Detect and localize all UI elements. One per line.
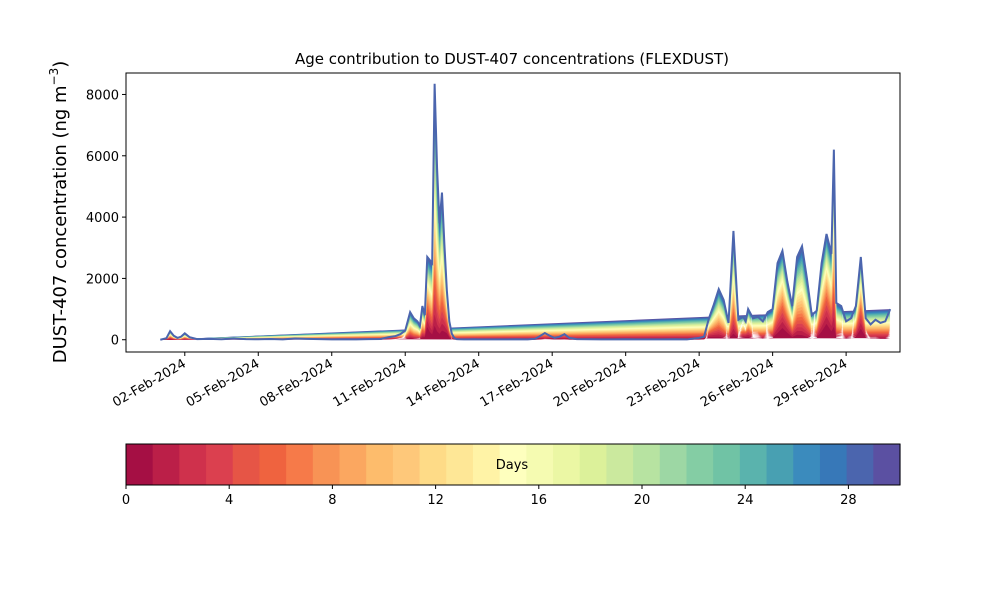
x-tick-label: 11-Feb-2024 [331, 356, 410, 410]
colorbar-segment [312, 444, 341, 485]
colorbar-tick-label: 12 [427, 493, 444, 508]
colorbar-segment [499, 444, 527, 485]
colorbar-segment [713, 444, 741, 485]
colorbar-tick-label: 4 [225, 493, 233, 508]
colorbar-segment [606, 444, 634, 485]
x-tick-label: 02-Feb-2024 [110, 356, 189, 410]
colorbar-segment [152, 444, 180, 485]
colorbar-segment [232, 444, 261, 485]
colorbar-segment [339, 444, 367, 485]
x-tick-label: 23-Feb-2024 [625, 356, 704, 410]
colorbar-segment [739, 444, 768, 485]
colorbar-segment [846, 444, 874, 485]
colorbar-segment [553, 444, 581, 485]
total-concentration-line [160, 83, 892, 341]
colorbar-segment [793, 444, 821, 485]
x-axis: 02-Feb-202405-Feb-202408-Feb-202411-Feb-… [110, 352, 850, 410]
colorbar-segment [259, 444, 287, 485]
colorbar-segment [873, 444, 901, 485]
colorbar-segment [126, 444, 154, 485]
colorbar-tick-label: 24 [737, 493, 754, 508]
y-tick-label: 0 [111, 334, 119, 349]
colorbar-tick-label: 0 [122, 493, 130, 508]
colorbar-segment [419, 444, 447, 485]
colorbar-segment [392, 444, 421, 485]
y-tick-label: 8000 [86, 88, 119, 103]
colorbar-tick-label: 28 [840, 493, 857, 508]
colorbar-segment [206, 444, 234, 485]
colorbar-tick-label: 20 [634, 493, 651, 508]
chart-title: Age contribution to DUST-407 concentrati… [295, 50, 729, 68]
colorbar-tick-label: 16 [531, 493, 548, 508]
y-axis-label-superscript: −3 [47, 68, 61, 86]
colorbar-segment [766, 444, 794, 485]
x-tick-label: 05-Feb-2024 [184, 356, 263, 410]
y-axis: 0 2000 4000 6000 8000 [86, 88, 126, 349]
colorbar-segment [472, 444, 501, 485]
x-tick-label: 08-Feb-2024 [257, 356, 336, 410]
x-tick-label: 26-Feb-2024 [698, 356, 777, 410]
colorbar-segment [446, 444, 474, 485]
colorbar-tick-label: 8 [328, 493, 336, 508]
colorbar-segment [579, 444, 608, 485]
y-axis-label: DUST-407 concentration (ng m−3) [47, 61, 71, 364]
colorbar: 0 4 8 12 16 20 24 28 [122, 443, 901, 508]
x-tick-label: 20-Feb-2024 [551, 356, 630, 410]
colorbar-segment [686, 444, 714, 485]
colorbar-segment [819, 444, 848, 485]
colorbar-segment [633, 444, 661, 485]
y-tick-label: 6000 [86, 150, 119, 165]
x-tick-label: 14-Feb-2024 [404, 356, 483, 410]
plot-frame [125, 72, 901, 353]
colorbar-frame [125, 443, 901, 486]
y-tick-label: 4000 [86, 211, 119, 226]
colorbar-segment [286, 444, 314, 485]
x-tick-label: 17-Feb-2024 [478, 356, 557, 410]
y-axis-label-close: ) [50, 61, 71, 68]
y-axis-label-main: DUST-407 concentration (ng m [50, 85, 71, 363]
x-tick-label: 29-Feb-2024 [772, 356, 851, 410]
y-tick-label: 2000 [86, 272, 119, 287]
age-layer-0-days [160, 323, 891, 340]
colorbar-segment [366, 444, 394, 485]
area-layers [160, 83, 892, 341]
colorbar-segment [526, 444, 554, 485]
colorbar-label: Days [496, 458, 529, 473]
colorbar-segment [659, 444, 688, 485]
colorbar-segment [179, 444, 207, 485]
